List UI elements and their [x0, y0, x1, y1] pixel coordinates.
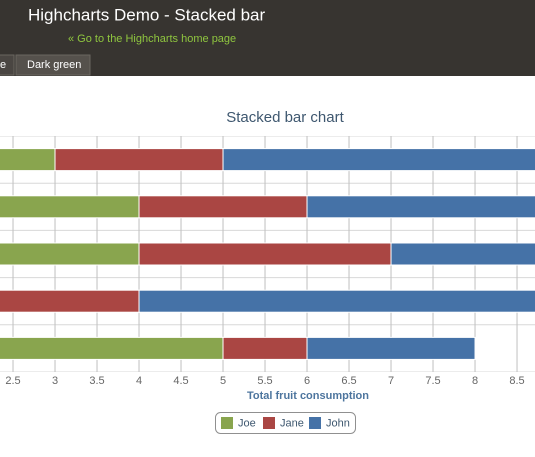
- x-axis-title: Total fruit consumption: [247, 390, 369, 402]
- x-tick-label: 5.5: [257, 375, 272, 387]
- page-title: Highcharts Demo - Stacked bar: [28, 5, 265, 24]
- x-tick-label: 8.5: [509, 375, 524, 387]
- bar: [138, 195, 308, 219]
- x-tick-label: 6: [304, 375, 310, 387]
- bar: [222, 148, 535, 172]
- bar: [0, 289, 140, 313]
- chart-title: Stacked bar chart: [226, 109, 344, 126]
- legend-swatch: [309, 417, 321, 429]
- tab[interactable]: [0, 54, 15, 76]
- legend-label: John: [326, 417, 350, 429]
- bar: [0, 148, 56, 172]
- x-tick-label: 8: [472, 375, 478, 387]
- legend-label: Jane: [280, 417, 304, 429]
- legend-swatch: [221, 417, 233, 429]
- x-tick-label: 7: [388, 375, 394, 387]
- bar: [0, 242, 140, 266]
- bar: [138, 289, 535, 313]
- x-tick-label: 2.5: [5, 375, 20, 387]
- bar: [54, 148, 224, 172]
- bar: [0, 195, 140, 219]
- tab[interactable]: [15, 54, 91, 76]
- plot-area: [0, 136, 535, 372]
- legend-swatch: [263, 417, 275, 429]
- x-tick-label: 5: [220, 375, 226, 387]
- x-tick-label: 7.5: [425, 375, 440, 387]
- x-tick-label: 4.5: [173, 375, 188, 387]
- x-tick-label: 3.5: [89, 375, 104, 387]
- tab-label[interactable]: Dark green: [27, 59, 81, 71]
- x-tick-label: 4: [136, 375, 142, 387]
- x-tick-label: 6.5: [341, 375, 356, 387]
- bar: [306, 195, 535, 219]
- x-tick-label: 3: [52, 375, 58, 387]
- bar: [306, 336, 476, 360]
- bar: [222, 336, 308, 360]
- bar: [0, 336, 224, 360]
- tab-label[interactable]: e: [0, 59, 6, 71]
- bar: [390, 242, 535, 266]
- bar: [138, 242, 392, 266]
- legend-label: Joe: [238, 417, 256, 429]
- home-link[interactable]: « Go to the Highcharts home page: [68, 33, 236, 45]
